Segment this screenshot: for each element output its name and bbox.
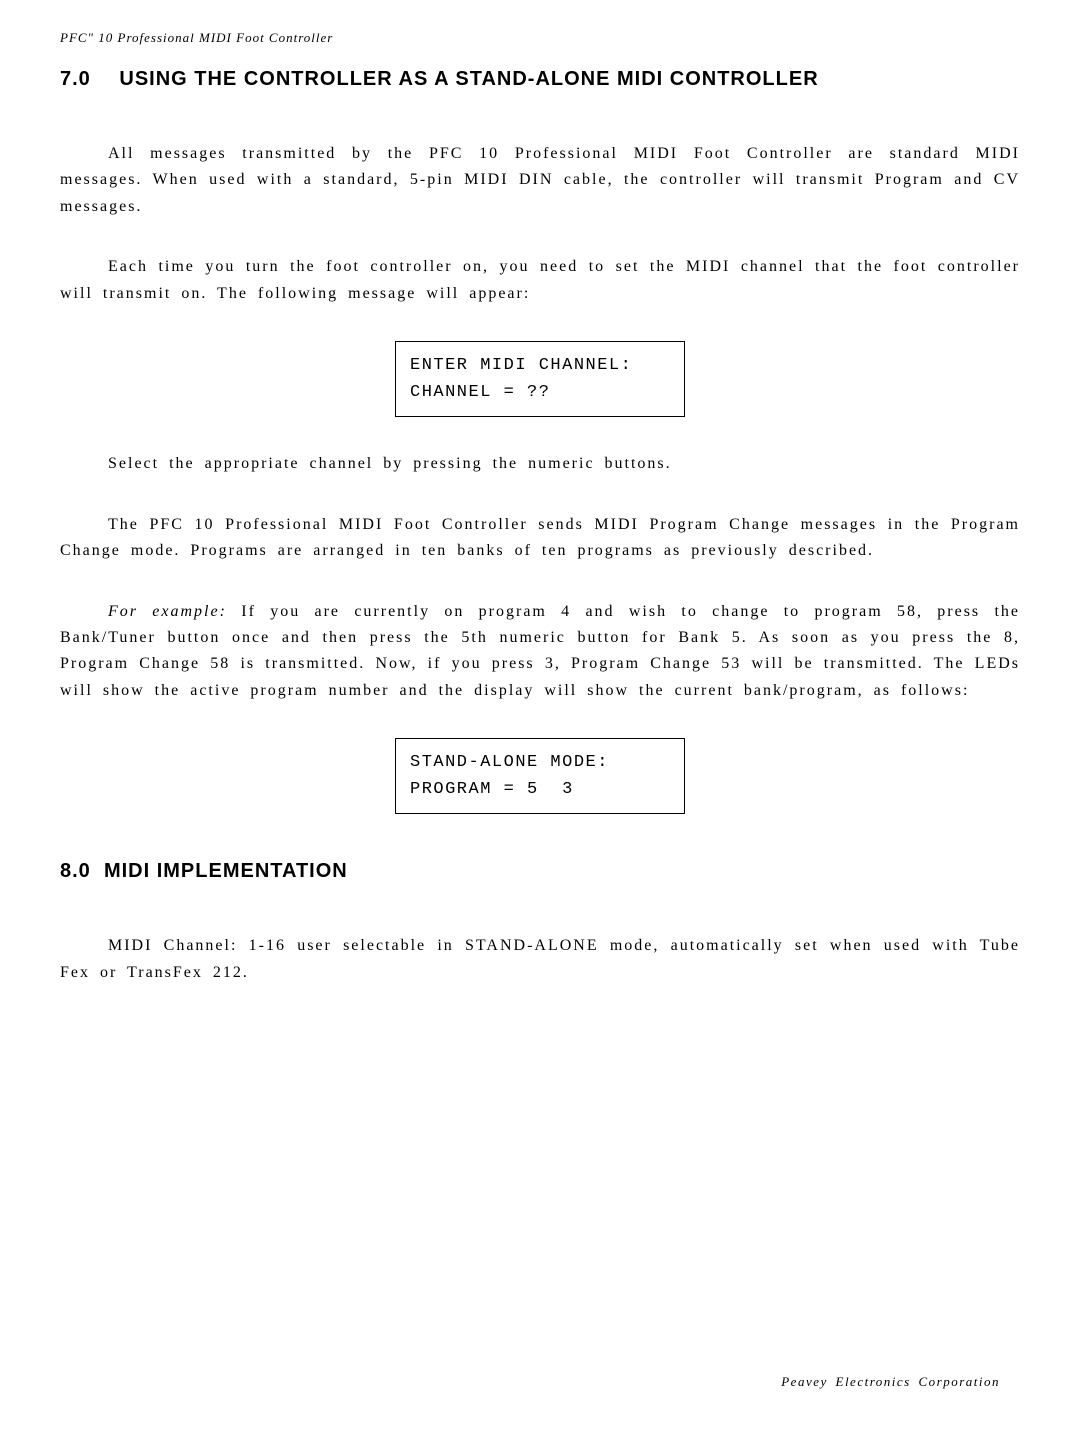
lcd-display-1: ENTER MIDI CHANNEL: CHANNEL = ?? — [395, 341, 685, 417]
section-8-title: MIDI IMPLEMENTATION — [104, 860, 348, 882]
section-7-paragraph-5: For example: If you are currently on pro… — [60, 599, 1020, 705]
page-footer: Peavey Electronics Corporation — [781, 1374, 1000, 1390]
section-8-number: 8.0 — [60, 860, 91, 882]
section-7-number: 7.0 — [60, 68, 91, 90]
lcd-display-1-line-1: ENTER MIDI CHANNEL: — [410, 352, 670, 379]
section-7-paragraph-1: All messages transmitted by the PFC 10 P… — [60, 141, 1020, 220]
section-8-paragraph-1: MIDI Channel: 1-16 user selectable in ST… — [60, 933, 1020, 986]
section-7-paragraph-2: Each time you turn the foot controller o… — [60, 254, 1020, 307]
document-page: PFC" 10 Professional MIDI Foot Controlle… — [0, 0, 1080, 1050]
lcd-display-2: STAND-ALONE MODE: PROGRAM = 5 3 — [395, 738, 685, 814]
section-7-paragraph-3: Select the appropriate channel by pressi… — [60, 451, 1020, 477]
section-7-heading: 7.0 USING THE CONTROLLER AS A STAND-ALON… — [60, 68, 1020, 91]
lcd-display-2-line-2: PROGRAM = 5 3 — [410, 776, 670, 803]
section-8-heading: 8.0 MIDI IMPLEMENTATION — [60, 860, 1020, 883]
lcd-display-1-line-2: CHANNEL = ?? — [410, 379, 670, 406]
lcd-display-2-line-1: STAND-ALONE MODE: — [410, 749, 670, 776]
example-prefix: For example: — [108, 603, 241, 620]
section-7-paragraph-4: The PFC 10 Professional MIDI Foot Contro… — [60, 512, 1020, 565]
page-header: PFC" 10 Professional MIDI Foot Controlle… — [60, 30, 1020, 46]
section-7-title: USING THE CONTROLLER AS A STAND-ALONE MI… — [119, 68, 818, 90]
